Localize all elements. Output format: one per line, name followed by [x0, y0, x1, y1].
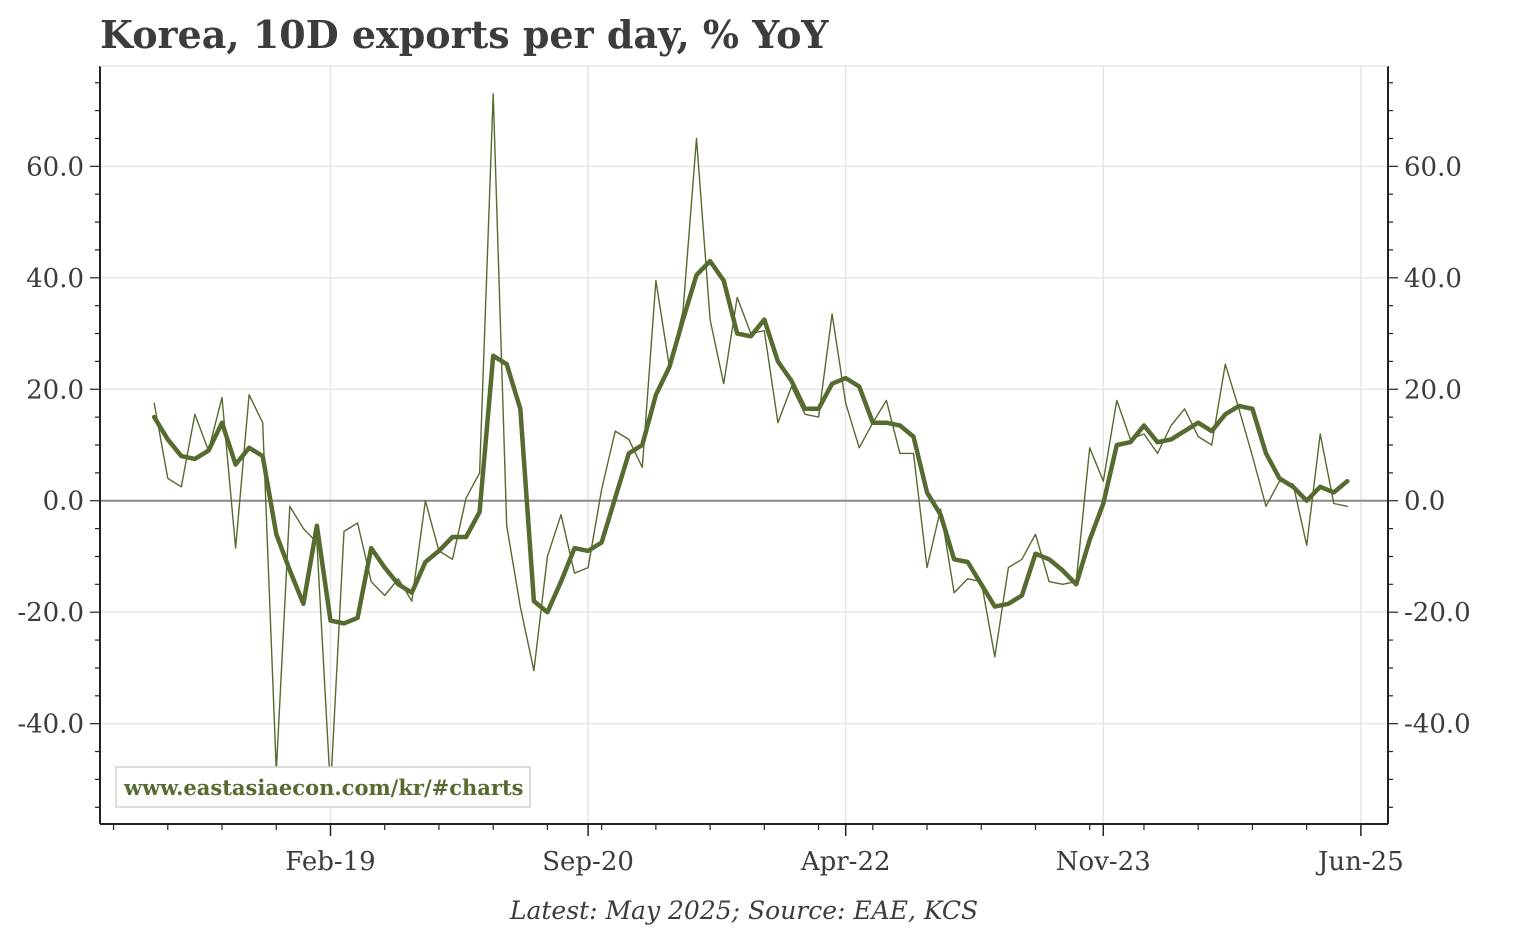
chart-caption: Latest: May 2025; Source: EAE, KCS: [509, 896, 978, 925]
chart-title: Korea, 10D exports per day, % YoY: [100, 12, 829, 57]
series-line-thick: [151, 258, 1350, 626]
y-tick-label-right: 40.0: [1404, 264, 1462, 294]
y-tick-label-right: -40.0: [1404, 710, 1471, 740]
y-tick-label-left: 20.0: [26, 375, 84, 405]
x-tick-label: Jun-25: [1315, 847, 1404, 877]
y-tick-label-right: 60.0: [1404, 152, 1462, 182]
y-tick-label-left: -20.0: [17, 598, 84, 628]
y-tick-label-left: 60.0: [26, 152, 84, 182]
y-tick-label-right: 20.0: [1404, 375, 1462, 405]
tick-labels: 60.0 60.0 40.0 40.0 20.0 20.0 0.0 0.0 -20.0 -20.0…: [17, 152, 1470, 877]
y-tick-label-right: 0.0: [1404, 487, 1445, 517]
axes: [90, 65, 1398, 836]
y-tick-label-left: 0.0: [43, 487, 84, 517]
x-tick-label: Apr-22: [800, 847, 891, 877]
grid: [100, 66, 1388, 824]
watermark-text: www.eastasiaecon.com/kr/#charts: [123, 775, 523, 800]
x-tick-label: Feb-19: [285, 847, 376, 877]
y-tick-label-left: -40.0: [17, 710, 84, 740]
y-tick-label-left: 40.0: [26, 264, 84, 294]
watermark-box: [115, 766, 531, 808]
x-tick-label: Nov-23: [1056, 847, 1151, 877]
series-lines: [151, 93, 1350, 792]
x-tick-label: Sep-20: [542, 847, 634, 877]
y-tick-label-right: -20.0: [1404, 598, 1471, 628]
watermark: www.eastasiaecon.com/kr/#charts: [115, 766, 531, 808]
